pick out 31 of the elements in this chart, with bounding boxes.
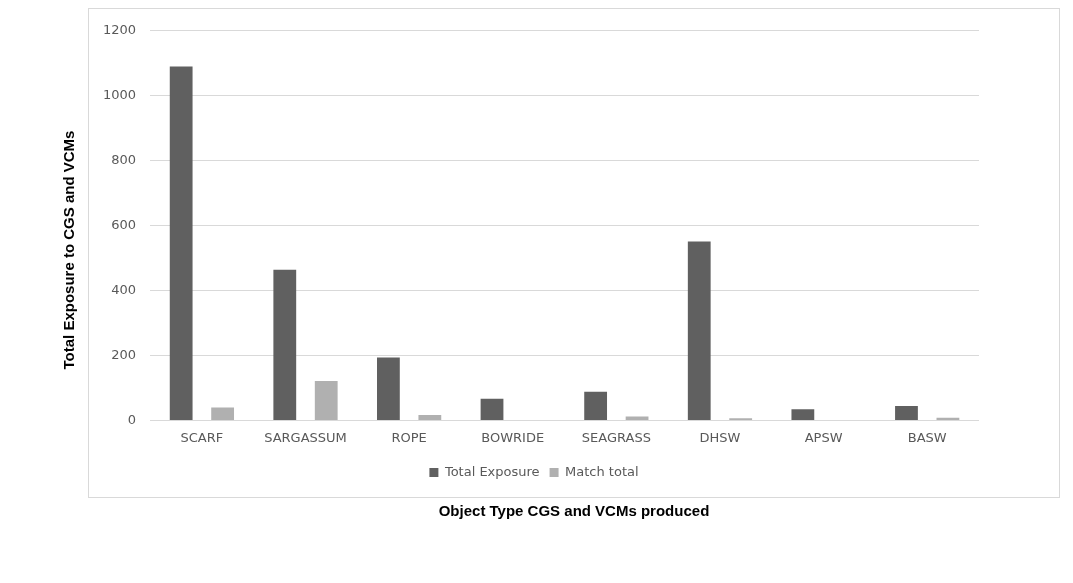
x-tick-label: ROPE (391, 429, 427, 445)
x-tick-label: BASW (907, 429, 947, 445)
bar (377, 357, 400, 420)
legend-label: Match total (565, 463, 639, 479)
y-tick-label: 600 (111, 216, 137, 232)
x-tick-label: BOWRIDE (481, 429, 545, 445)
y-tick-label: 1000 (102, 87, 137, 103)
bar (791, 409, 815, 420)
y-tick-label: 800 (111, 152, 137, 168)
x-tick-label: APSW (804, 429, 843, 445)
bar (895, 406, 918, 420)
bar (687, 241, 711, 420)
y-tick-label: 1200 (102, 22, 137, 38)
y-tick-label: 400 (111, 281, 137, 297)
bar (480, 398, 504, 420)
x-axis-title: Object Type CGS and VCMs produced (438, 502, 710, 519)
bar (273, 269, 297, 420)
y-axis-title: Total Exposure to CGS and VCMs (59, 130, 77, 370)
x-tick-label: DHSW (699, 429, 741, 445)
bar (418, 414, 442, 420)
x-tick-label: SCARF (180, 429, 224, 445)
x-tick-label: SARGASSUM (264, 429, 347, 445)
bar (211, 407, 235, 420)
legend-label: Total Exposure (443, 463, 540, 479)
bar (584, 391, 608, 420)
y-tick-label: 200 (111, 346, 137, 362)
y-tick-label: 0 (127, 411, 137, 427)
x-tick-label: SEAGRASS (581, 429, 651, 445)
bar (169, 66, 193, 420)
bar (314, 381, 338, 420)
bar (936, 417, 960, 420)
